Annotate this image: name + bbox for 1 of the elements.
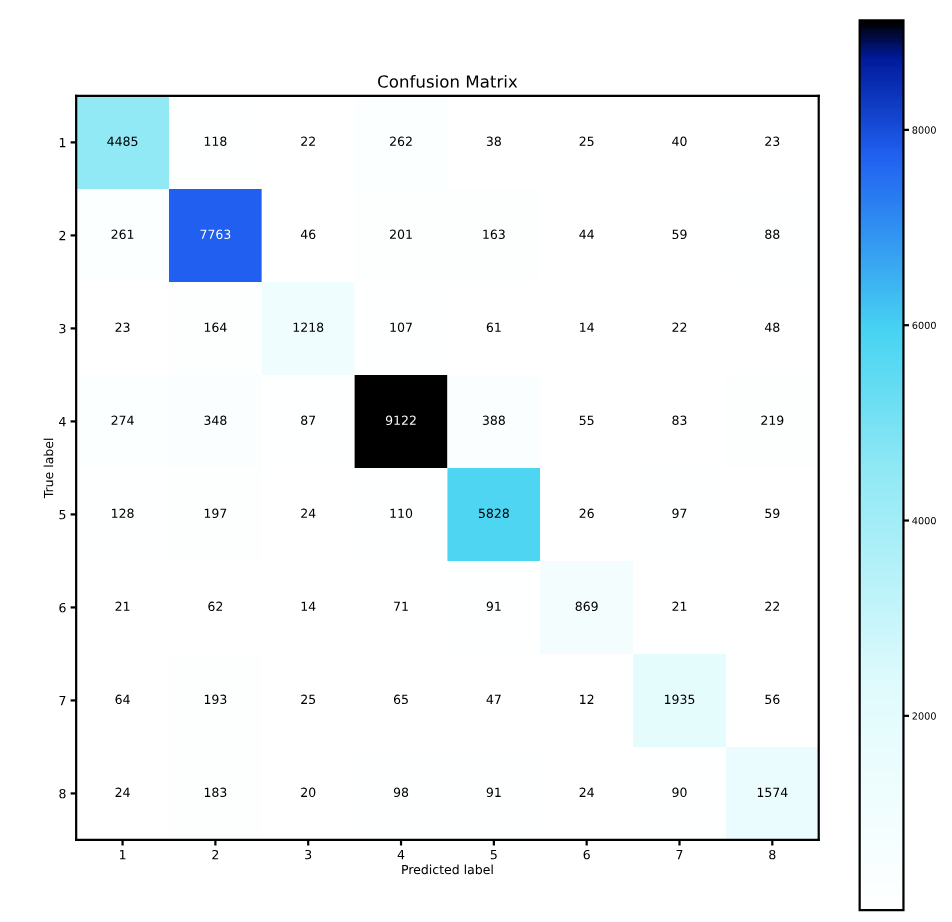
chart-title: Confusion Matrix bbox=[378, 74, 518, 88]
